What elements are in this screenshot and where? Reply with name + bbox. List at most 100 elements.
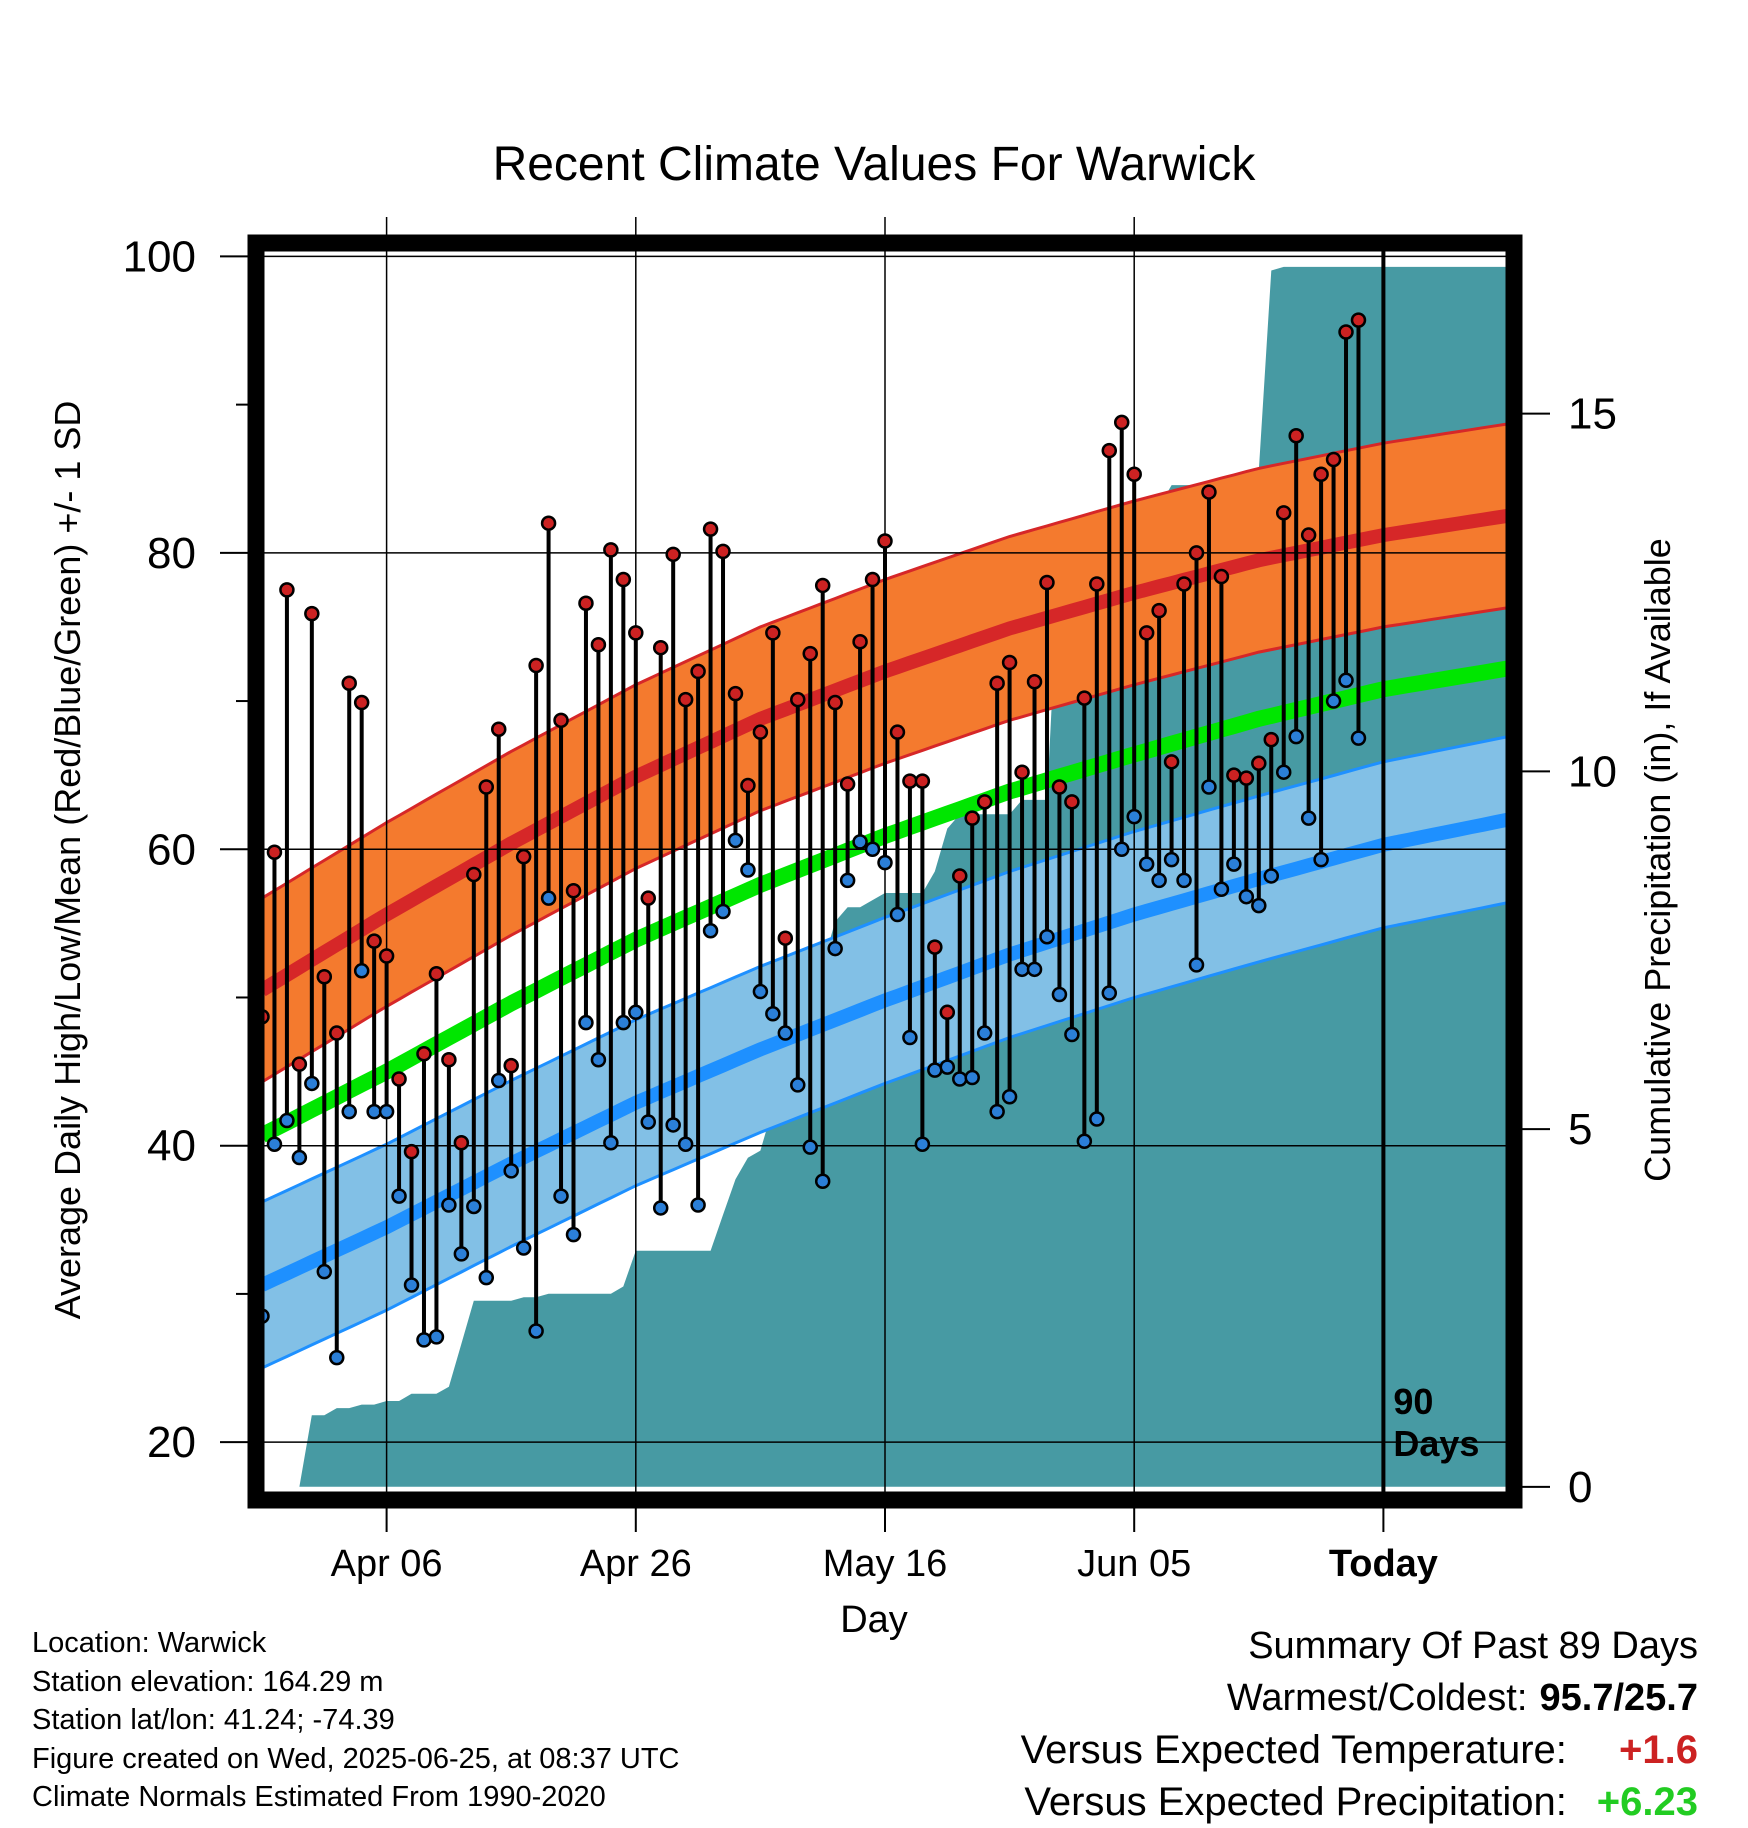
daily-low-point — [640, 1114, 657, 1130]
daily-low-point — [1275, 764, 1292, 780]
daily-high-point — [1275, 505, 1292, 521]
daily-low-point — [864, 841, 881, 858]
x-tick-label: Apr 06 — [331, 1543, 443, 1585]
daily-high-point — [864, 571, 881, 588]
daily-high-point — [1338, 324, 1354, 340]
daily-low-point — [1113, 841, 1130, 858]
daily-low-point — [528, 1323, 544, 1339]
latlon-text: Station lat/lon: 41.24; -74.39 — [32, 1704, 395, 1736]
daily-high-point — [378, 948, 395, 964]
daily-high-point — [366, 933, 382, 949]
daily-high-point — [628, 625, 644, 641]
y2-tick-label: 5 — [1568, 1105, 1592, 1154]
daily-high-point — [1051, 779, 1068, 795]
daily-low-point — [702, 923, 719, 939]
daily-high-point — [1313, 466, 1329, 483]
daily-high-point — [827, 694, 843, 711]
daily-low-point — [1001, 1089, 1018, 1105]
daily-low-point — [827, 940, 843, 957]
daily-low-point — [1251, 897, 1267, 914]
daily-high-point — [403, 1143, 420, 1160]
daily-high-point — [702, 521, 719, 537]
daily-high-point — [1176, 576, 1192, 592]
daily-high-point — [877, 533, 893, 549]
daily-low-point — [1051, 986, 1068, 1003]
daily-high-point — [802, 645, 818, 662]
daily-high-point — [1238, 770, 1255, 786]
daily-low-point — [366, 1103, 382, 1120]
daily-low-point — [1163, 851, 1180, 868]
daily-high-point — [553, 712, 569, 729]
daily-high-point — [1126, 466, 1142, 483]
daily-low-point — [1039, 928, 1055, 945]
daily-high-point — [939, 1004, 956, 1021]
daily-high-point — [989, 675, 1005, 692]
daily-high-point — [1138, 625, 1155, 641]
daily-low-point — [304, 1075, 320, 1092]
daily-high-point — [976, 794, 993, 810]
daily-high-point — [765, 625, 781, 641]
daily-low-point — [952, 1071, 968, 1087]
today-marker-label: 90 — [1393, 1381, 1433, 1422]
daily-low-point — [329, 1349, 345, 1366]
daily-low-point — [902, 1029, 918, 1046]
temp-departure-row: Versus Expected Temperature: +1.6 — [1021, 1724, 1698, 1776]
x-tick-label: May 16 — [823, 1543, 948, 1585]
daily-high-point — [291, 1056, 308, 1072]
daily-low-point — [1263, 868, 1280, 884]
daily-low-point — [316, 1263, 333, 1280]
daily-high-point — [752, 724, 769, 740]
daily-low-point — [478, 1269, 495, 1286]
daily-low-point — [1064, 1026, 1080, 1043]
daily-high-point — [1251, 755, 1267, 772]
daily-low-point — [852, 834, 868, 850]
daily-low-point — [540, 890, 557, 906]
x-tick-label: Apr 26 — [580, 1543, 692, 1585]
daily-high-point — [1001, 654, 1018, 671]
daily-low-point — [665, 1117, 681, 1133]
created-text: Figure created on Wed, 2025-06-25, at 08… — [32, 1742, 680, 1775]
daily-low-point — [765, 1006, 781, 1022]
daily-high-point — [540, 515, 557, 531]
today-marker-label: Days — [1393, 1423, 1479, 1464]
y-axis-label: Average Daily High/Low/Mean (Red/Blue/Gr… — [47, 401, 88, 1320]
daily-high-point — [615, 571, 632, 588]
daily-high-point — [640, 890, 657, 906]
daily-low-point — [652, 1200, 669, 1216]
daily-low-point — [565, 1226, 582, 1243]
x-axis-label: Day — [840, 1599, 908, 1641]
daily-high-point — [478, 779, 495, 795]
daily-low-point — [1126, 808, 1142, 825]
daily-low-point — [441, 1197, 457, 1213]
daily-high-point — [428, 966, 445, 982]
precip-departure-label: Versus Expected Precipitation: — [1024, 1780, 1567, 1824]
daily-low-point — [964, 1069, 980, 1086]
daily-low-point — [1338, 672, 1354, 689]
daily-low-point — [1151, 872, 1167, 889]
summary-title: Summary Of Past 89 Days — [1248, 1625, 1698, 1667]
warm-cold-value: 95.7/25.7 — [1539, 1677, 1698, 1719]
daily-high-point — [1201, 484, 1217, 500]
daily-low-point — [802, 1139, 818, 1155]
daily-high-point — [1213, 568, 1230, 585]
daily-low-point — [690, 1197, 706, 1213]
daily-high-point — [466, 866, 482, 883]
daily-high-point — [1163, 754, 1180, 770]
y2-tick-label: 15 — [1568, 390, 1617, 439]
daily-high-point — [453, 1134, 470, 1151]
daily-low-point — [1226, 856, 1242, 872]
daily-high-point — [889, 724, 906, 740]
normals-text: Climate Normals Estimated From 1990-2020 — [32, 1781, 606, 1813]
daily-high-point — [814, 577, 831, 594]
daily-low-point — [578, 1014, 594, 1031]
precip-departure-value: +6.23 — [1596, 1780, 1698, 1824]
x-tick-label: Today — [1329, 1543, 1438, 1585]
daily-high-point — [441, 1051, 457, 1068]
daily-low-point — [989, 1103, 1005, 1120]
y2-tick-label: 10 — [1568, 747, 1617, 796]
daily-high-point — [1288, 428, 1304, 444]
daily-low-point — [503, 1163, 519, 1179]
daily-low-point — [727, 832, 744, 849]
daily-high-point — [1089, 576, 1105, 592]
